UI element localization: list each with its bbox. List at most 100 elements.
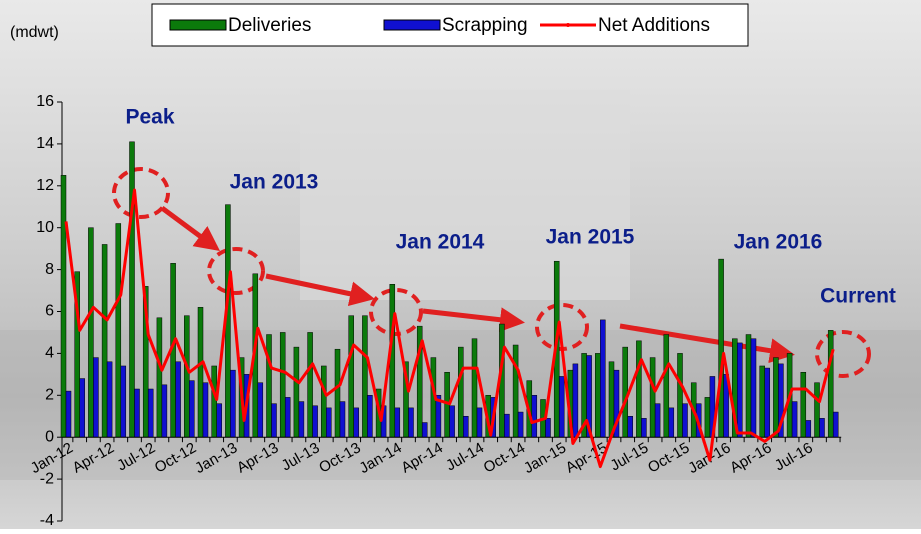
bar xyxy=(649,357,656,438)
legend-label: Scrapping xyxy=(442,15,528,36)
bar xyxy=(627,416,633,438)
bar xyxy=(737,342,743,438)
bar xyxy=(88,227,94,438)
callout-circle xyxy=(815,330,871,378)
bar xyxy=(622,346,628,438)
y-tick-label: 12 xyxy=(36,177,54,194)
bar xyxy=(93,357,99,438)
y-tick-label: 16 xyxy=(36,93,54,110)
bar xyxy=(175,361,181,438)
bar xyxy=(668,407,675,438)
bar xyxy=(641,418,647,438)
bar xyxy=(663,334,670,438)
bar xyxy=(531,395,538,438)
annotation: Jan 2015 xyxy=(546,226,635,249)
unit-label: (mdwt) xyxy=(10,24,59,41)
annotation: Jan 2013 xyxy=(230,171,319,194)
bar xyxy=(65,390,72,438)
callout-circle xyxy=(369,288,423,336)
annotation: Jan 2014 xyxy=(396,231,485,254)
bar xyxy=(161,384,168,438)
bar xyxy=(298,401,305,438)
legend-box xyxy=(151,3,749,47)
bar xyxy=(832,411,839,438)
bar xyxy=(827,330,834,438)
bar xyxy=(718,258,724,438)
arrow xyxy=(422,307,525,333)
bar xyxy=(745,334,752,438)
bar xyxy=(394,407,401,438)
bar xyxy=(230,369,236,438)
bar xyxy=(682,403,688,438)
bar xyxy=(471,338,478,438)
bar xyxy=(600,319,606,438)
bar xyxy=(202,382,209,438)
y-tick-label: 2 xyxy=(45,387,54,404)
bar xyxy=(362,315,368,438)
arrow xyxy=(160,205,221,251)
bar xyxy=(463,416,469,438)
legend-label: Deliveries xyxy=(228,15,311,36)
legend-swatch xyxy=(169,19,227,31)
y-tick-label: -4 xyxy=(40,512,54,529)
bar xyxy=(791,401,798,438)
bar xyxy=(608,361,615,438)
annotation: Peak xyxy=(125,106,174,129)
bar xyxy=(677,353,683,438)
bar xyxy=(147,388,154,438)
arrow xyxy=(619,323,795,364)
legend-swatch xyxy=(566,23,570,27)
ship-backdrop xyxy=(300,90,630,300)
bar xyxy=(759,365,765,438)
y-tick-label: 10 xyxy=(36,219,54,236)
bar xyxy=(334,348,341,438)
bar xyxy=(458,346,464,438)
bar xyxy=(764,367,770,438)
y-tick-label: -2 xyxy=(40,470,54,487)
callout-circle xyxy=(112,167,170,219)
bar xyxy=(156,317,163,438)
bar xyxy=(312,405,318,438)
bar xyxy=(512,344,519,438)
bar xyxy=(266,334,272,438)
bar xyxy=(321,365,327,438)
bar xyxy=(504,413,510,438)
bar xyxy=(819,418,825,438)
legend-label: Net Additions xyxy=(598,15,710,36)
bar xyxy=(216,403,222,438)
bar xyxy=(279,332,286,438)
y-tick-label: 6 xyxy=(45,303,54,320)
bar xyxy=(101,244,108,438)
bar xyxy=(654,403,661,438)
bar xyxy=(348,315,354,438)
bar xyxy=(257,382,264,438)
bar xyxy=(572,363,579,438)
callout-arrows xyxy=(160,205,795,364)
bar xyxy=(476,407,483,438)
bar xyxy=(271,403,277,438)
annotation: Current xyxy=(820,285,896,308)
bar xyxy=(517,411,524,438)
bar xyxy=(750,338,757,438)
bar xyxy=(293,346,300,438)
bar xyxy=(367,395,373,438)
bar xyxy=(79,378,85,438)
bar xyxy=(284,397,291,438)
bar xyxy=(449,405,455,438)
bar xyxy=(558,376,565,438)
callout-circle xyxy=(207,247,265,295)
arrow xyxy=(265,273,375,307)
bar xyxy=(545,418,551,438)
y-tick-label: 8 xyxy=(45,261,54,278)
bar xyxy=(106,361,113,438)
bar xyxy=(339,401,346,438)
bar xyxy=(595,353,601,438)
bar xyxy=(197,307,204,438)
bar xyxy=(408,407,414,438)
bar xyxy=(805,420,812,438)
bar xyxy=(326,407,332,438)
bar xyxy=(307,332,313,438)
bar xyxy=(129,141,135,438)
y-tick-label: 14 xyxy=(36,135,54,152)
bar xyxy=(60,175,67,438)
